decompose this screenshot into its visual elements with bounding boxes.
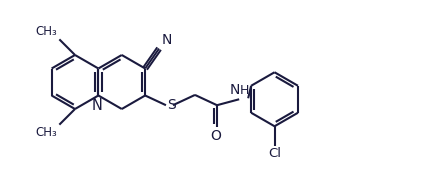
Text: N: N: [92, 98, 103, 112]
Text: H: H: [240, 84, 249, 97]
Text: N: N: [162, 33, 172, 47]
Text: CH₃: CH₃: [36, 25, 57, 38]
Text: N: N: [230, 83, 240, 97]
Text: O: O: [211, 129, 221, 143]
Text: Cl: Cl: [268, 147, 281, 160]
Text: S: S: [167, 98, 176, 112]
Text: CH₃: CH₃: [36, 126, 57, 139]
